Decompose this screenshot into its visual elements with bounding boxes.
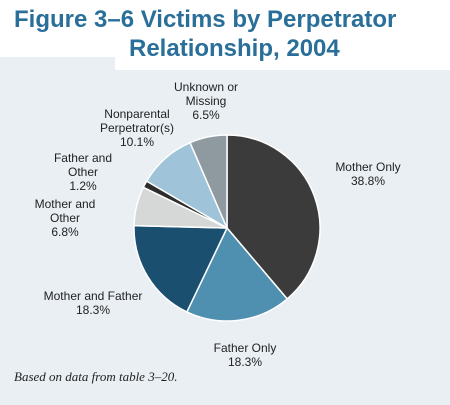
slice-label-value: 6.5% — [192, 108, 220, 122]
pie-slice-mother-only — [226, 134, 321, 300]
slice-label-name: Mother Only — [335, 160, 401, 174]
slice-label-name: Mother and Father — [43, 289, 143, 303]
slice-label: Father and Other 1.2% — [38, 151, 128, 193]
panel-tab — [0, 57, 115, 71]
slice-label: Nonparental Perpetrator(s) 10.1% — [82, 107, 192, 149]
slice-label-value: 38.8% — [350, 174, 386, 188]
figure-title-line-1: Figure 3–6 Victims by Perpetrator — [14, 6, 397, 33]
pie-slice-mother-and-father — [133, 224, 229, 313]
slice-label: Father Only 18.3% — [200, 341, 290, 369]
pie-slice-father-only — [185, 226, 289, 322]
pie-slice-unknown-or-missing — [189, 134, 228, 229]
source-note: Based on data from table 3–20. — [14, 369, 178, 384]
slice-label-value: 18.3% — [75, 303, 111, 317]
slice-label-name: Father Only — [213, 341, 277, 355]
slice-label: Mother and Other 6.8% — [20, 197, 110, 239]
slice-label-value: 18.3% — [227, 355, 263, 369]
slice-label-name: Unknown or Missing — [173, 80, 239, 108]
figure-title-line-2: Relationship, 2004 — [129, 35, 340, 62]
slice-label-name: Father and Other — [53, 151, 113, 179]
slice-label: Unknown or Missing 6.5% — [156, 80, 256, 122]
slice-label-name: Nonparental Perpetrator(s) — [99, 107, 175, 135]
slice-label-name: Mother and Other — [34, 197, 96, 225]
slice-label: Mother Only 38.8% — [318, 160, 418, 188]
slice-label-value: 6.8% — [51, 225, 79, 239]
slice-label: Mother and Father 18.3% — [28, 289, 158, 317]
slice-label-value: 1.2% — [69, 179, 97, 193]
slice-label-value: 10.1% — [119, 135, 155, 149]
